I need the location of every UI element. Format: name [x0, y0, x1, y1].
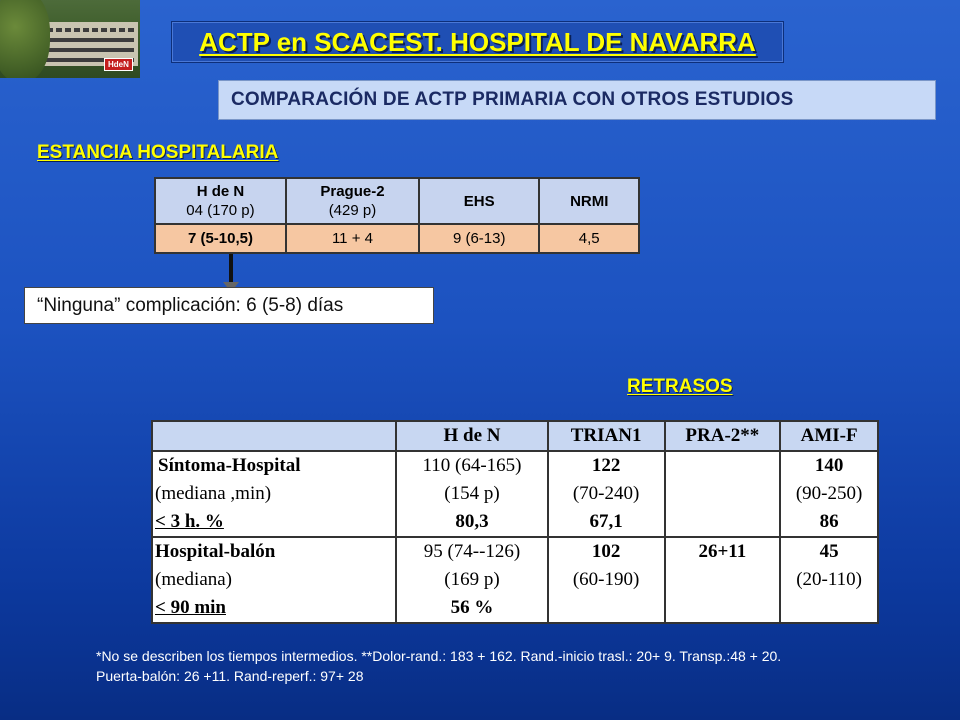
- hospital-logo-photo: HdeN: [0, 0, 140, 78]
- estancia-table: H de N 04 (170 p) Prague-2 (429 p) EHS N…: [154, 177, 640, 254]
- complication-note: “Ninguna” complicación: 6 (5-8) días: [24, 287, 434, 324]
- arrow-line: [229, 254, 233, 286]
- retrasos-header-pra2: PRA-2**: [663, 420, 782, 452]
- tree-image: [0, 0, 50, 78]
- retrasos-header-trian1: TRIAN1: [546, 420, 666, 452]
- cell-pra2: [663, 450, 782, 538]
- cell-hden: 95 (74--126) (169 p) 56 %: [395, 536, 549, 624]
- footnote-line-1: *No se describen los tiempos intermedios…: [96, 648, 782, 664]
- title-bar: ACTP en SCACEST. HOSPITAL DE NAVARRA: [171, 21, 784, 63]
- page-title: ACTP en SCACEST. HOSPITAL DE NAVARRA: [199, 26, 756, 57]
- estancia-values-row: 7 (5-10,5) 11 + 4 9 (6-13) 4,5: [154, 223, 640, 254]
- retrasos-header-blank: [150, 420, 398, 452]
- hden-badge: HdeN: [104, 58, 133, 71]
- estancia-header-row: H de N 04 (170 p) Prague-2 (429 p) EHS N…: [154, 177, 640, 225]
- cell-trian1: 102 (60-190): [546, 536, 666, 624]
- building-image: [34, 22, 138, 66]
- row-label: Síntoma-Hospital (mediana ,min) < 3 h. %: [150, 450, 398, 538]
- subtitle: COMPARACIÓN DE ACTP PRIMARIA CON OTROS E…: [231, 89, 794, 110]
- cell-trian1: 122 (70-240) 67,1: [546, 450, 666, 538]
- retrasos-header-row: H de N TRIAN1 PRA-2** AMI-F: [150, 420, 879, 452]
- cell-amif: 45 (20-110): [779, 536, 879, 624]
- estancia-heading: ESTANCIA HOSPITALARIA: [37, 142, 279, 163]
- subtitle-box: COMPARACIÓN DE ACTP PRIMARIA CON OTROS E…: [218, 80, 936, 120]
- retrasos-header-hden: H de N: [395, 420, 549, 452]
- table-row: Hospital-balón (mediana) < 90 min 95 (74…: [150, 536, 879, 624]
- estancia-val-nrmi: 4,5: [538, 223, 640, 254]
- cell-amif: 140 (90-250) 86: [779, 450, 879, 538]
- cell-hden: 110 (64-165) (154 p) 80,3: [395, 450, 549, 538]
- retrasos-heading: RETRASOS: [627, 376, 733, 397]
- retrasos-table: H de N TRIAN1 PRA-2** AMI-F Síntoma-Hosp…: [150, 420, 879, 624]
- estancia-val-prague: 11 + 4: [284, 223, 420, 254]
- row-label: Hospital-balón (mediana) < 90 min: [150, 536, 398, 624]
- table-row: Síntoma-Hospital (mediana ,min) < 3 h. %…: [150, 450, 879, 538]
- estancia-val-ehs: 9 (6-13): [417, 223, 541, 254]
- cell-pra2: 26+11: [663, 536, 782, 624]
- estancia-col-hden: H de N 04 (170 p): [154, 177, 287, 225]
- estancia-col-ehs: EHS: [417, 177, 541, 225]
- estancia-val-hden: 7 (5-10,5): [154, 223, 287, 254]
- estancia-col-prague: Prague-2 (429 p): [284, 177, 420, 225]
- footnote: *No se describen los tiempos intermedios…: [96, 646, 946, 686]
- footnote-line-2: Puerta-balón: 26 +11. Rand-reperf.: 97+ …: [96, 668, 364, 684]
- estancia-col-nrmi: NRMI: [538, 177, 640, 225]
- retrasos-header-amif: AMI-F: [779, 420, 879, 452]
